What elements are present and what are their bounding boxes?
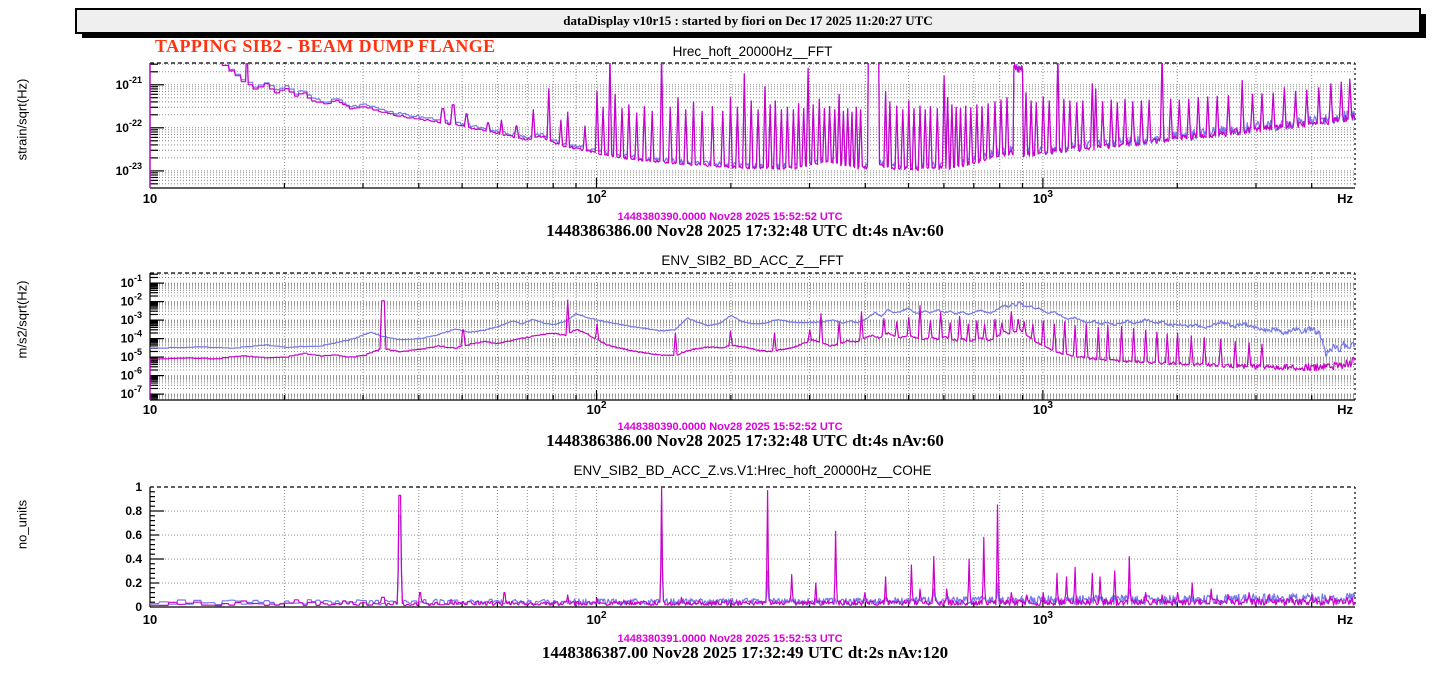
svg-text:0.6: 0.6	[125, 528, 142, 542]
svg-text:10-1: 10-1	[121, 273, 142, 290]
svg-text:0.4: 0.4	[125, 552, 142, 566]
chart-title: ENV_SIB2_BD_ACC_Z.vs.V1:Hrec_hoft_20000H…	[573, 463, 932, 478]
timestamp-caption: 1448386386.00 Nov28 2025 17:32:48 UTC dt…	[546, 221, 944, 240]
svg-text:10-22: 10-22	[116, 118, 142, 135]
tapping-banner: TAPPING SIB2 - BEAM DUMP FLANGE	[155, 36, 496, 56]
svg-text:10-21: 10-21	[116, 75, 142, 92]
svg-text:0.8: 0.8	[125, 504, 142, 518]
svg-text:Hz: Hz	[1337, 612, 1353, 627]
svg-text:102: 102	[586, 189, 606, 206]
svg-text:10: 10	[143, 191, 157, 206]
svg-text:Hz: Hz	[1337, 191, 1353, 206]
y-axis-unit-label: strain/sqrt(Hz)	[14, 78, 30, 161]
svg-text:102: 102	[586, 610, 606, 627]
gps-reference-caption: 1448380391.0000 Nov28 2025 15:52:53 UTC	[617, 633, 843, 645]
svg-text:10-2: 10-2	[121, 292, 142, 309]
svg-text:0: 0	[135, 600, 142, 614]
svg-text:10: 10	[143, 402, 157, 416]
coherence-plot-canvas[interactable]: 1 0.8 0.6 0.4 0.2 010 102 103 Hz	[90, 480, 1436, 628]
gps-reference-caption: 1448380390.0000 Nov28 2025 15:52:52 UTC	[617, 211, 843, 223]
svg-text:Hz: Hz	[1337, 402, 1353, 416]
window-title-bar[interactable]: dataDisplay v10r15 : started by fiori on…	[75, 8, 1421, 34]
svg-text:10-4: 10-4	[121, 329, 142, 346]
svg-text:1: 1	[135, 480, 142, 494]
acc-plot-canvas[interactable]: 10-1 10-210-3 10-410-5 10-610-710 102 103 Hz	[90, 266, 1436, 416]
chart-title: ENV_SIB2_BD_ACC_Z__FFT	[661, 253, 844, 268]
svg-text:10-7: 10-7	[121, 384, 142, 401]
y-axis-unit-label: m/s2/sqrt(Hz)	[14, 280, 30, 359]
svg-text:103: 103	[1033, 400, 1053, 416]
window-title: dataDisplay v10r15 : started by fiori on…	[563, 13, 933, 28]
timestamp-caption: 1448386386.00 Nov28 2025 17:32:48 UTC dt…	[546, 431, 944, 450]
timestamp-caption: 1448386387.00 Nov28 2025 17:32:49 UTC dt…	[541, 643, 949, 662]
svg-text:10-6: 10-6	[121, 366, 142, 383]
svg-text:0.2: 0.2	[125, 576, 142, 590]
svg-text:102: 102	[586, 400, 606, 416]
gps-reference-caption: 1448380390.0000 Nov28 2025 15:52:52 UTC	[617, 421, 843, 433]
svg-text:10-23: 10-23	[116, 161, 142, 178]
svg-text:103: 103	[1033, 189, 1053, 206]
svg-text:10-5: 10-5	[121, 347, 142, 364]
y-axis-unit-label: no_units	[14, 499, 30, 550]
svg-text:103: 103	[1033, 610, 1053, 627]
chart-title: Hrec_hoft_20000Hz__FFT	[672, 44, 833, 59]
svg-text:10: 10	[143, 612, 157, 627]
svg-text:10-3: 10-3	[121, 310, 142, 327]
